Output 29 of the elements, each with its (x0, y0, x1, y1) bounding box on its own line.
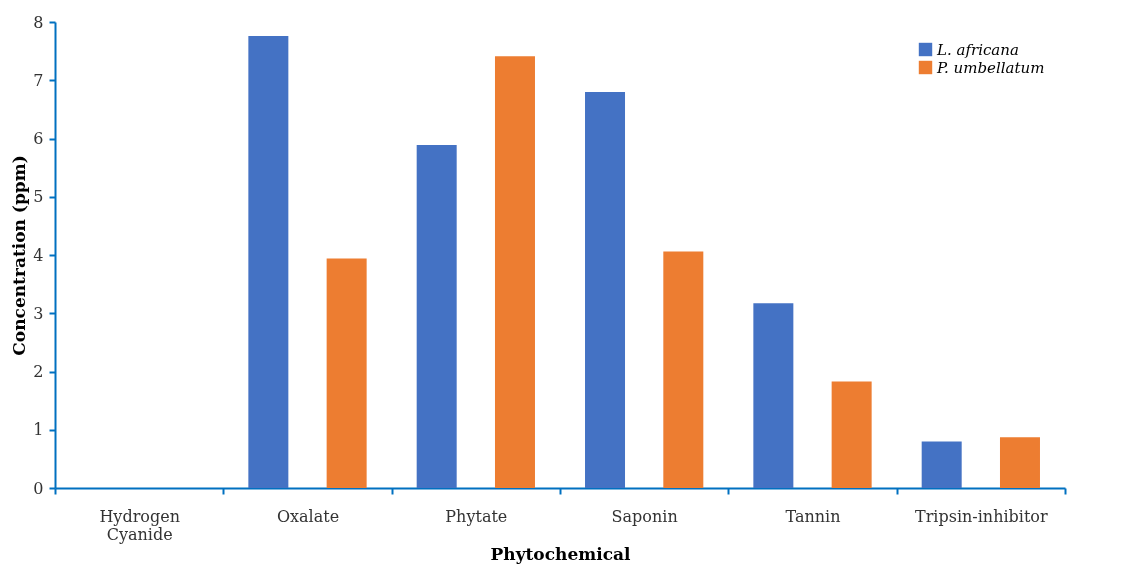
x-tick-label: Oxalate (276, 506, 340, 526)
y-axis-title: Concentration (ppm) (9, 155, 30, 356)
y-tick-label: 8 (33, 12, 44, 32)
bar (416, 144, 457, 488)
y-tick-label: 0 (33, 478, 44, 498)
y-tick-label: 5 (33, 187, 44, 207)
x-axis-title: Phytochemical (490, 543, 632, 564)
bar (999, 437, 1040, 488)
x-tick-label: Phytate (445, 506, 508, 526)
bar (585, 91, 626, 488)
bar (831, 381, 872, 488)
bar (248, 35, 289, 488)
legend-label: L. africana (936, 40, 1019, 59)
x-tick-label: Tannin (785, 506, 841, 526)
bar (326, 258, 367, 488)
bar (921, 441, 962, 488)
y-tick-label: 7 (33, 70, 44, 90)
x-tick-label: Saponin (611, 506, 678, 526)
legend-label: P. umbellatum (936, 58, 1045, 77)
bar (494, 56, 535, 488)
bar (663, 251, 704, 488)
y-tick-label: 3 (33, 303, 44, 323)
y-tick-label: 4 (33, 245, 44, 265)
bar (753, 303, 794, 488)
y-tick-label: 1 (33, 420, 44, 440)
y-tick-label: 2 (33, 362, 44, 381)
x-tick-label: Hydrogen Cyanide (99, 506, 180, 544)
x-tick-label: Tripsin-inhibitor (915, 506, 1048, 526)
y-tick-label: 6 (33, 129, 44, 148)
